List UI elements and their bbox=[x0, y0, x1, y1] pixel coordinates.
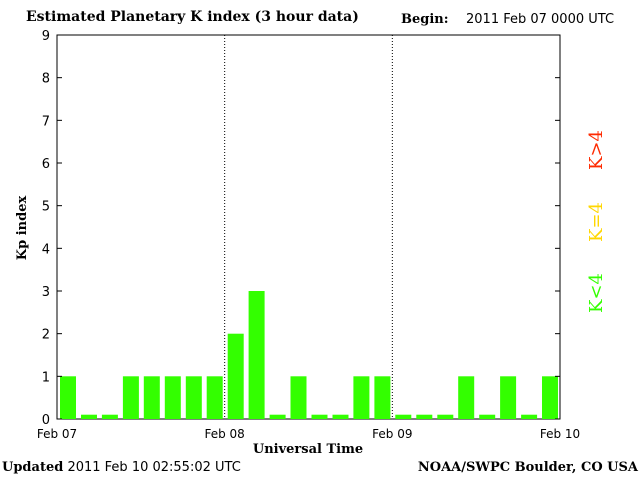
kp-bar bbox=[290, 376, 307, 419]
kp-bar bbox=[164, 376, 181, 419]
kp-bar bbox=[374, 376, 391, 419]
legend-item-k-greater-4: K>4 bbox=[586, 130, 607, 170]
y-tick-label: 9 bbox=[42, 29, 50, 44]
kp-bar bbox=[122, 376, 139, 419]
kp-bar bbox=[458, 376, 475, 419]
y-tick-label: 7 bbox=[42, 114, 50, 129]
legend-item-k-equal-4: K=4 bbox=[586, 202, 607, 242]
x-axis-label: Universal Time bbox=[253, 442, 363, 457]
kp-bar bbox=[542, 376, 558, 419]
day-separators bbox=[224, 35, 393, 419]
updated-timestamp: Updated 2011 Feb 10 02:55:02 UTC bbox=[2, 460, 241, 475]
y-tick-label: 1 bbox=[42, 370, 50, 385]
kp-bar bbox=[521, 414, 538, 419]
kp-bar bbox=[479, 414, 496, 419]
source-credit: NOAA/SWPC Boulder, CO USA bbox=[417, 460, 638, 475]
plot-frame bbox=[56, 34, 561, 420]
x-tick-label: Feb 09 bbox=[372, 427, 412, 441]
bars-group bbox=[60, 291, 558, 419]
kp-bar bbox=[248, 291, 265, 419]
kp-bar bbox=[500, 376, 517, 419]
x-tick-label: Feb 08 bbox=[204, 427, 244, 441]
kp-bar bbox=[395, 414, 412, 419]
kp-bar bbox=[311, 414, 328, 419]
kp-bar bbox=[353, 376, 370, 419]
plot-area bbox=[56, 34, 561, 420]
kp-bar bbox=[143, 376, 160, 419]
y-tick-label: 2 bbox=[42, 328, 50, 343]
x-axis-ticks: Feb 07 Feb 08 Feb 09 Feb 10 bbox=[37, 427, 580, 441]
y-tick-label: 6 bbox=[42, 157, 50, 172]
y-tick-label: 4 bbox=[42, 242, 50, 257]
updated-value: 2011 Feb 10 02:55:02 UTC bbox=[67, 460, 241, 475]
x-tick-label: Feb 10 bbox=[540, 427, 580, 441]
kp-bar bbox=[227, 333, 244, 419]
kp-bar bbox=[60, 376, 76, 419]
y-tick-label: 8 bbox=[42, 72, 50, 87]
y-tick-label: 0 bbox=[42, 413, 50, 428]
chart-title: Estimated Planetary K index (3 hour data… bbox=[26, 9, 359, 25]
y-axis-ticks: 0 1 2 3 4 5 6 7 8 9 bbox=[42, 29, 560, 428]
y-axis-label: Kp index bbox=[15, 196, 30, 261]
kp-bar bbox=[332, 414, 349, 419]
kp-bar bbox=[437, 414, 454, 419]
y-tick-label: 3 bbox=[42, 285, 50, 300]
begin-label: Begin: bbox=[401, 12, 449, 27]
kp-bar bbox=[185, 376, 202, 419]
kp-bar bbox=[101, 414, 118, 419]
kp-bar bbox=[269, 414, 286, 419]
y-tick-label: 5 bbox=[42, 200, 50, 215]
kp-bar bbox=[206, 376, 223, 419]
kp-bar bbox=[416, 414, 433, 419]
legend-item-k-less-4: K<4 bbox=[586, 273, 607, 313]
x-tick-label: Feb 07 bbox=[37, 427, 77, 441]
updated-label: Updated bbox=[2, 460, 64, 475]
begin-value: 2011 Feb 07 0000 UTC bbox=[466, 12, 615, 27]
legend: K>4 K=4 K<4 bbox=[586, 120, 616, 320]
kp-bar bbox=[81, 414, 97, 419]
